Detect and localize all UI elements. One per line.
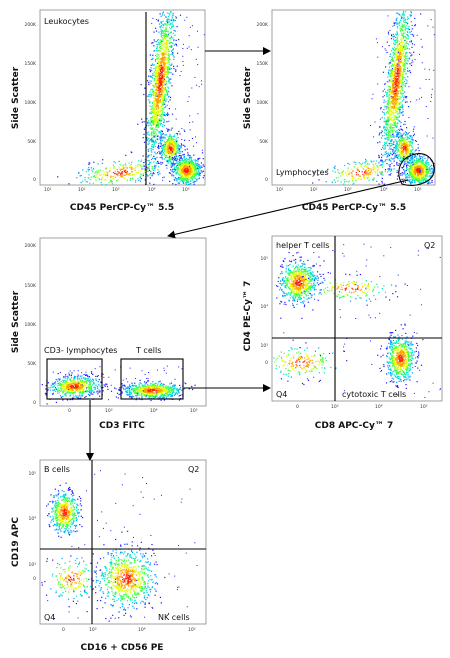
svg-text:10²: 10²: [78, 187, 86, 193]
y-axis-label: Side Scatter: [11, 290, 21, 353]
gate-label-leukocytes: Leukocytes: [44, 17, 89, 26]
x-ticks: 0 10³ 10⁴ 10⁵: [68, 408, 198, 414]
y-axis-label: CD19 APC: [11, 517, 21, 567]
flow-arrows: [86, 47, 409, 461]
svg-text:10⁴: 10⁴: [148, 187, 156, 193]
x-axis-label: CD45 PerCP-Cy™ 5.5: [302, 203, 406, 213]
gate-label-q4: Q4: [276, 390, 287, 399]
y-axis-label: Side Scatter: [11, 66, 21, 129]
gate-label-cd3-neg: CD3- lymphocytes: [44, 346, 117, 355]
plot-lymphocytes: Lymphocytes 10¹ 10² 10³ 10⁴ 10⁵ 0 50K 10…: [243, 9, 436, 213]
plot-leukocytes: Leukocytes 10¹ 10² 10³ 10⁴ 10⁵ 0 50K 100…: [11, 9, 206, 213]
svg-text:100K: 100K: [24, 100, 37, 106]
y-axis-label: CD4 PE-Cy™ 7: [243, 281, 253, 352]
svg-text:0: 0: [33, 177, 36, 183]
plot-cd3: CD3- lymphocytes T cells 0 10³ 10⁴ 10⁵ 0…: [11, 237, 207, 431]
gate-label-q2: Q2: [188, 465, 199, 474]
y-axis-label: Side Scatter: [243, 66, 253, 129]
dot-cloud: [312, 11, 435, 186]
y-ticks: 0 50K 100K 150K 200K: [256, 22, 269, 183]
gate-label-t-cells: T cells: [135, 346, 161, 355]
gate-label-nk-cells: NK cells: [158, 613, 190, 622]
y-ticks: 10³ 0 10⁴ 10⁵: [28, 471, 36, 582]
gate-label-helper: helper T cells: [276, 241, 329, 250]
t-cells-gate: [120, 358, 184, 400]
svg-text:150K: 150K: [24, 61, 37, 67]
x-ticks: 0 10³ 10⁴ 10⁵: [62, 627, 196, 633]
dot-cloud: [41, 365, 196, 405]
y-ticks: 0 50K 100K 150K 200K: [24, 243, 37, 406]
gate-label-b-cells: B cells: [44, 465, 70, 474]
x-axis-label: CD8 APC-Cy™ 7: [315, 421, 393, 431]
arrow-lymphocytes-to-cd3: [167, 179, 409, 239]
x-ticks: 0 10³ 10⁴ 10⁵: [296, 404, 428, 410]
svg-text:10⁵: 10⁵: [182, 187, 190, 193]
svg-text:200K: 200K: [24, 22, 37, 28]
x-axis-label: CD16 + CD56 PE: [81, 643, 164, 653]
plot-cd4-cd8: helper T cells Q2 Q4 cytotoxic T cells 0…: [243, 235, 443, 431]
svg-text:50K: 50K: [27, 139, 37, 145]
dot-cloud: [41, 470, 198, 622]
y-ticks: 0 50K 100K 150K 200K: [24, 22, 37, 183]
x-ticks: 10¹ 10² 10³ 10⁴ 10⁵: [44, 187, 190, 193]
svg-text:10³: 10³: [112, 187, 120, 193]
dot-cloud: [273, 243, 441, 398]
x-axis-label: CD45 PerCP-Cy™ 5.5: [70, 203, 174, 213]
gate-label-q4: Q4: [44, 613, 55, 622]
x-ticks: 10¹ 10² 10³ 10⁴ 10⁵: [276, 187, 422, 193]
x-axis-label: CD3 FITC: [99, 421, 145, 431]
svg-text:10¹: 10¹: [44, 187, 52, 193]
y-ticks: 10³ 0 10⁴ 10⁵: [260, 256, 268, 366]
dot-cloud: [57, 11, 205, 186]
plot-frame: [271, 235, 443, 402]
gate-label-q2: Q2: [424, 241, 435, 250]
plot-cd19-nk: B cells Q2 Q4 NK cells 0 10³ 10⁴ 10⁵ 10³…: [11, 459, 207, 653]
cd3-neg-gate: [46, 358, 103, 400]
plot-frame: [39, 9, 206, 186]
lymphocytes-gate: [398, 153, 435, 186]
gate-label-cytotoxic: cytotoxic T cells: [342, 390, 406, 399]
gate-label-lymphocytes: Lymphocytes: [276, 168, 329, 177]
